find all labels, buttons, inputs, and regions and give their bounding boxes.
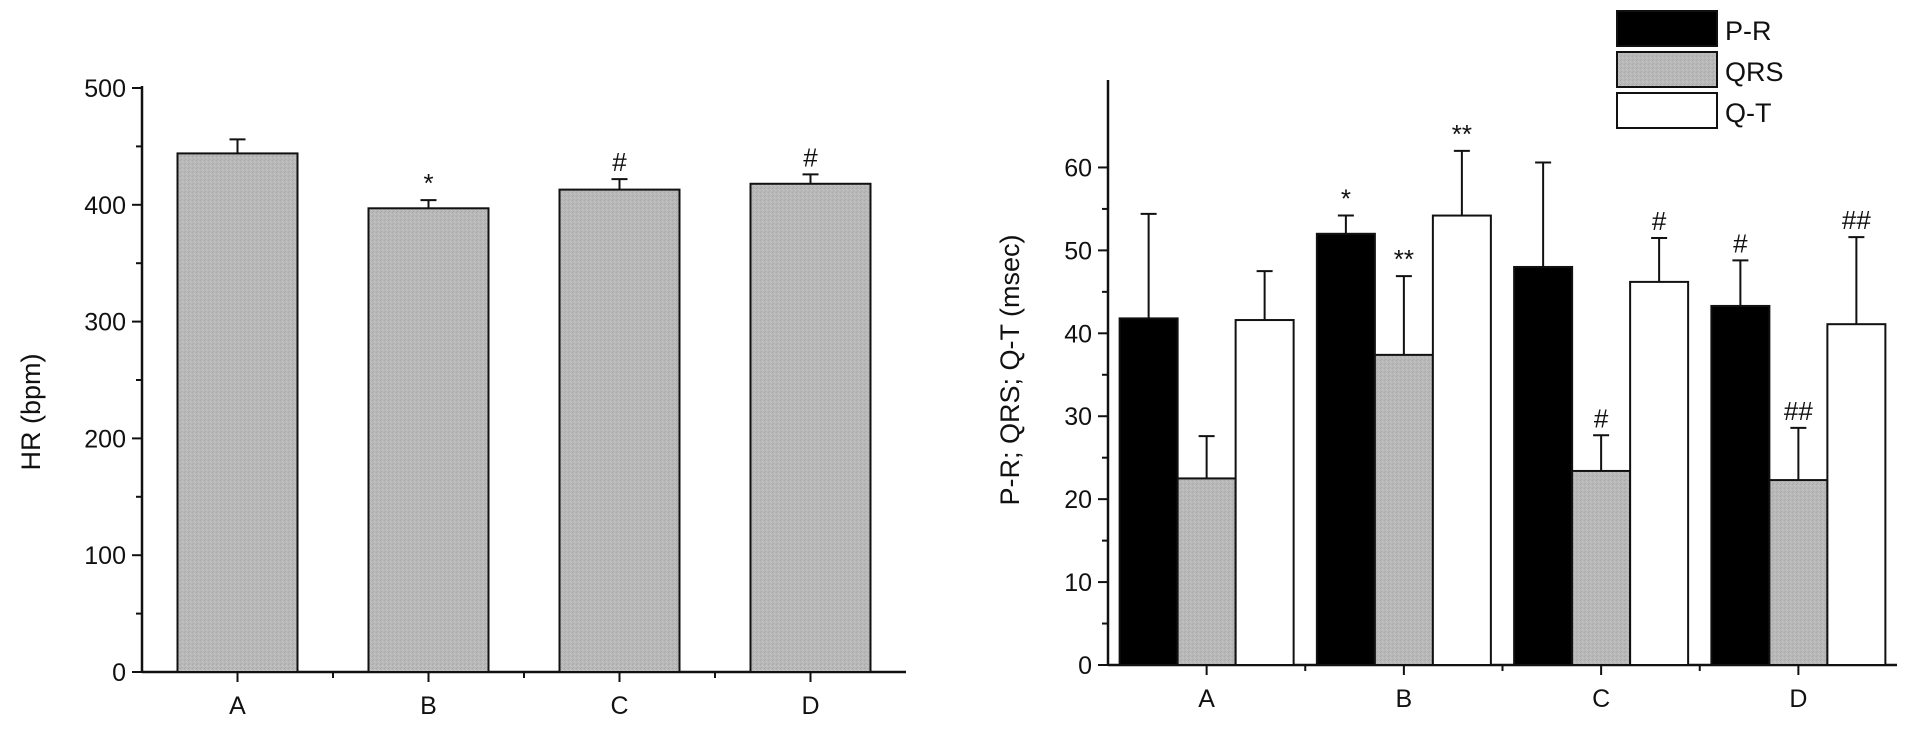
y-tick-label: 0: [112, 659, 126, 687]
y-tick-label: 100: [84, 542, 126, 570]
y-tick-label: 10: [1064, 569, 1092, 597]
legend-label-p-r: P-R: [1725, 16, 1772, 46]
bar-p-r-c: [1513, 265, 1574, 666]
legend-swatch-qrs: [1616, 51, 1718, 88]
bar-q-t-c: [1629, 280, 1690, 666]
bar-hr-c: [558, 188, 681, 673]
bar-qrs-d: [1768, 479, 1829, 666]
bar-qrs-b: [1373, 353, 1434, 666]
bar-hr-b: [367, 207, 490, 674]
error-bar-hr-a: [229, 138, 246, 154]
bar-hr-d: [749, 182, 872, 673]
y-tick-label: 400: [84, 192, 126, 220]
x-tick-label-b: B: [1396, 685, 1413, 713]
y-tick-label: 60: [1064, 154, 1092, 182]
bar-q-t-d: [1826, 323, 1887, 666]
significance-label-hr-c: #: [612, 147, 627, 177]
significance-label-p-r-b: *: [1341, 184, 1351, 214]
bar-qrs-c: [1571, 469, 1632, 666]
x-tick-label-b: B: [420, 692, 437, 720]
hr-plot-area: 0 100 200 300 400 500 A B * C # D #: [84, 75, 906, 720]
bar-p-r-b: [1315, 232, 1376, 667]
error-bar-p-r-b: [1337, 214, 1354, 234]
y-axis-title: HR (bpm): [16, 353, 46, 470]
bar-p-r-d: [1710, 304, 1771, 666]
error-bar-hr-b: [420, 199, 437, 209]
error-bar-q-t-c: [1651, 236, 1668, 282]
y-axis-title: P-R; QRS; Q-T (msec): [995, 234, 1025, 505]
y-tick-label: 500: [84, 75, 126, 103]
error-bar-q-t-d: [1848, 236, 1865, 325]
bar-q-t-b: [1431, 214, 1492, 667]
significance-label-qrs-c: #: [1594, 403, 1609, 433]
error-bar-p-r-c: [1535, 161, 1552, 267]
significance-label-q-t-d: ##: [1842, 205, 1871, 235]
significance-label-q-t-b: **: [1452, 119, 1472, 149]
bar-hr-a: [176, 152, 299, 673]
error-bar-hr-c: [611, 178, 628, 190]
significance-label-qrs-b: **: [1394, 244, 1414, 274]
legend-label-q-t: Q-T: [1725, 98, 1772, 128]
bar-q-t-a: [1234, 319, 1295, 666]
y-tick-label: 200: [84, 425, 126, 453]
x-tick-label-c: C: [1592, 685, 1610, 713]
x-tick-label-d: D: [801, 692, 819, 720]
significance-label-p-r-d: #: [1733, 228, 1748, 258]
x-tick-label-a: A: [1198, 685, 1215, 713]
y-tick-label: 0: [1078, 652, 1092, 680]
significance-label-qrs-d: ##: [1784, 396, 1813, 426]
significance-label-hr-b: *: [423, 168, 433, 198]
x-tick-label-c: C: [610, 692, 628, 720]
error-bar-qrs-b: [1395, 275, 1412, 355]
y-tick-label: 50: [1064, 237, 1092, 265]
error-bar-qrs-d: [1790, 426, 1807, 481]
y-tick-label: 300: [84, 309, 126, 337]
y-tick-label: 40: [1064, 320, 1092, 348]
error-bar-hr-d: [802, 173, 819, 184]
bar-qrs-a: [1176, 477, 1237, 666]
hr-chart: HR (bpm) 0 100 200 300 400 500 A B * C # D #: [16, 75, 906, 720]
y-tick-label: 20: [1064, 486, 1092, 514]
error-bar-q-t-b: [1453, 149, 1470, 216]
error-bar-qrs-c: [1593, 434, 1610, 471]
legend: P-R QRS Q-T: [1616, 10, 1784, 129]
x-tick-label-a: A: [229, 692, 246, 720]
significance-label-hr-d: #: [803, 142, 818, 172]
x-tick-label-d: D: [1789, 685, 1807, 713]
error-bar-p-r-a: [1140, 212, 1157, 319]
legend-label-qrs: QRS: [1725, 57, 1784, 87]
legend-swatch-q-t: [1616, 92, 1718, 129]
significance-label-q-t-c: #: [1652, 206, 1667, 236]
y-tick-label: 30: [1064, 403, 1092, 431]
error-bar-q-t-a: [1256, 270, 1273, 321]
error-bar-qrs-a: [1198, 435, 1215, 479]
legend-swatch-p-r: [1616, 10, 1718, 47]
bar-p-r-a: [1118, 317, 1179, 666]
error-bar-p-r-d: [1732, 259, 1749, 306]
